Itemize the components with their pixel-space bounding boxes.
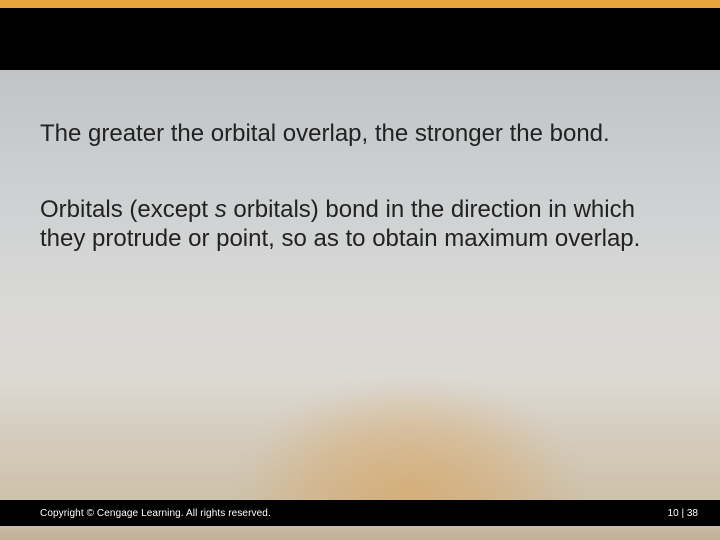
footer-bar: Copyright © Cengage Learning. All rights… — [0, 500, 720, 526]
paragraph-1: The greater the orbital overlap, the str… — [40, 120, 680, 148]
paragraph-2-italic: s — [215, 196, 227, 223]
slide-content: The greater the orbital overlap, the str… — [40, 120, 680, 253]
header-black-bar — [0, 8, 720, 70]
bottom-strip — [0, 526, 720, 540]
copyright-text: Copyright © Cengage Learning. All rights… — [40, 508, 271, 519]
page-number: 38 — [687, 508, 698, 519]
top-accent-bar — [0, 0, 720, 8]
page-separator: | — [679, 508, 687, 519]
page-indicator: 10 | 38 — [668, 508, 698, 519]
paragraph-2-pre: Orbitals (except — [40, 196, 215, 223]
chapter-number: 10 — [668, 508, 679, 519]
paragraph-2: Orbitals (except s orbitals) bond in the… — [40, 196, 680, 253]
